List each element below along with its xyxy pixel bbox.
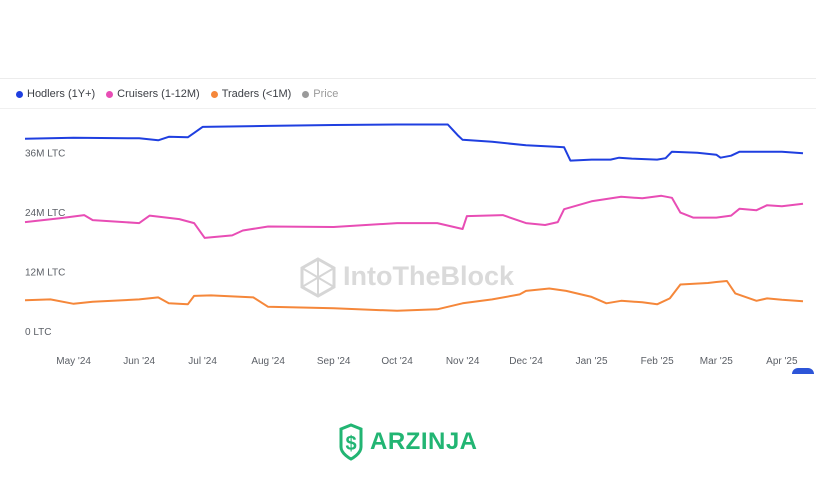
legend-label-traders: Traders (<1M) (221, 88, 292, 100)
legend-label-hodlers: Hodlers (1Y+) (27, 88, 96, 100)
x-tick-label: Nov '24 (446, 356, 480, 367)
chart-legend: Hodlers (1Y+) Cruisers (1-12M) Traders (… (16, 88, 338, 100)
legend-label-cruisers: Cruisers (1-12M) (117, 88, 200, 100)
x-tick-label: Feb '25 (641, 356, 674, 367)
legend-dot-traders (210, 90, 218, 98)
legend-item-traders[interactable]: Traders (<1M) (210, 88, 292, 100)
series-line-traders (24, 280, 804, 312)
chart-card: Hodlers (1Y+) Cruisers (1-12M) Traders (… (0, 78, 816, 374)
series-lines (24, 123, 804, 312)
y-axis: 0 LTC 12M LTC 24M LTC 36M LTC (25, 149, 65, 338)
shield-dollar-icon: $ (339, 423, 363, 461)
x-tick-label: Apr '25 (766, 356, 798, 367)
x-tick-label: Dec '24 (509, 356, 543, 367)
x-axis: May '24 Jun '24 Jul '24 Aug '24 Sep '24 Oct '… (56, 356, 798, 367)
legend-item-cruisers[interactable]: Cruisers (1-12M) (106, 88, 200, 100)
legend-item-price[interactable]: Price (302, 88, 338, 100)
legend-dot-cruisers (106, 90, 114, 98)
y-tick-label: 12M LTC (25, 268, 65, 279)
arzinja-logo: $ ARZINJA (338, 422, 478, 462)
watermark-text: IntoTheBlock (343, 261, 515, 291)
svg-text:$: $ (345, 433, 356, 455)
chart-scroll-handle[interactable] (792, 368, 814, 374)
x-tick-label: Jan '25 (576, 356, 608, 367)
legend-dot-price (302, 90, 310, 98)
legend-divider (0, 108, 816, 109)
x-tick-label: Oct '24 (381, 356, 413, 367)
x-tick-label: Aug '24 (251, 356, 285, 367)
watermark: IntoTheBlock (300, 257, 515, 298)
x-tick-label: Mar '25 (700, 356, 733, 367)
y-tick-label: 36M LTC (25, 149, 65, 160)
brand-name: ARZINJA (370, 428, 478, 455)
x-tick-label: Jun '24 (123, 356, 155, 367)
x-tick-label: May '24 (56, 356, 91, 367)
x-tick-label: Jul '24 (188, 356, 217, 367)
legend-item-hodlers[interactable]: Hodlers (1Y+) (16, 88, 95, 100)
legend-dot-hodlers (16, 90, 23, 98)
y-tick-label: 24M LTC (25, 208, 65, 219)
x-tick-label: Sep '24 (317, 356, 351, 367)
cube-logo-icon (300, 257, 336, 298)
series-line-cruisers (24, 194, 804, 239)
series-line-hodlers (24, 123, 804, 162)
legend-label-price: Price (313, 88, 339, 100)
y-tick-label: 0 LTC (25, 327, 52, 338)
